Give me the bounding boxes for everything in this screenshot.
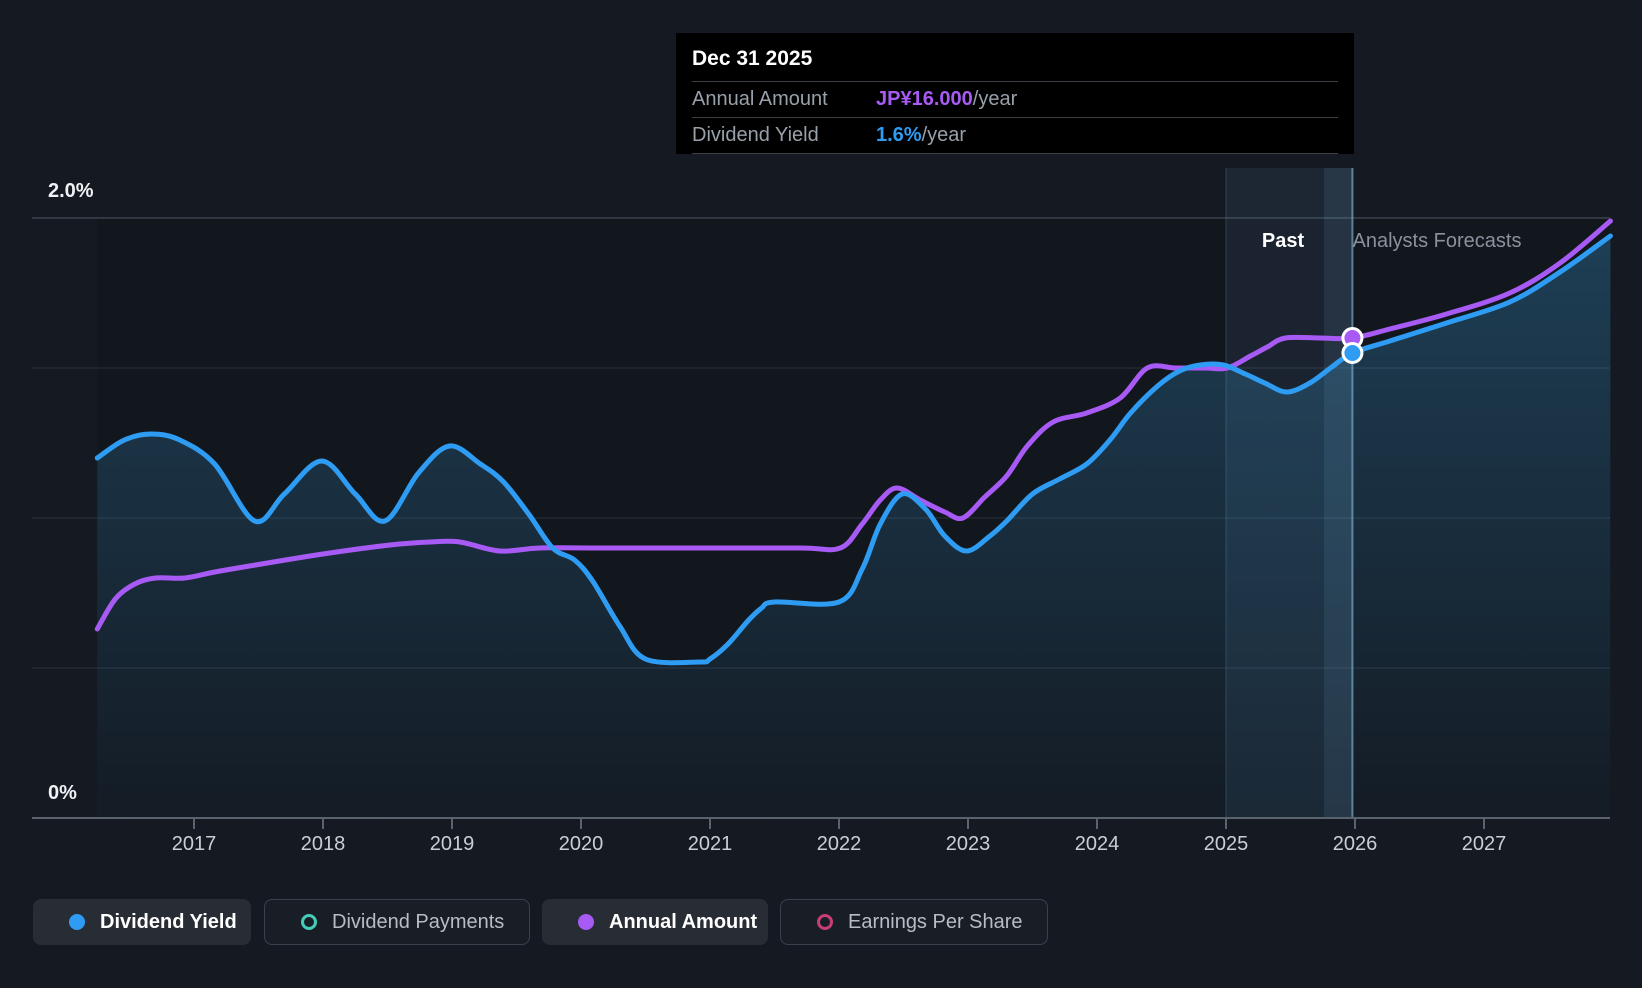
- x-axis-year-label: 2021: [687, 833, 733, 855]
- legend-item-dividend-payments[interactable]: Dividend Payments: [264, 899, 530, 945]
- earnings-per-share-marker-icon: [817, 914, 833, 930]
- tooltip-suffix: /year: [921, 124, 967, 146]
- x-axis-year-label: 2019: [429, 833, 475, 855]
- x-axis-year-label: 2023: [945, 833, 991, 855]
- x-axis-year-label: 2018: [300, 833, 346, 855]
- past-label: Past: [1261, 230, 1305, 252]
- tooltip-row: Dividend Yield 1.6%/year: [692, 118, 1338, 154]
- tooltip-row: Annual Amount JP¥16.000/year: [692, 82, 1338, 118]
- analysts-forecasts-label: Analysts Forecasts: [1352, 230, 1522, 252]
- chart-tooltip: Dec 31 2025 Annual Amount JP¥16.000/year D…: [676, 33, 1354, 154]
- x-axis-year-label: 2017: [171, 833, 217, 855]
- highlight-band-bright: [1324, 168, 1353, 818]
- x-axis-year-label: 2024: [1074, 833, 1120, 855]
- tooltip-value: 1.6%: [876, 124, 922, 146]
- x-axis-year-label: 2026: [1332, 833, 1378, 855]
- y-axis-label-bottom: 0%: [48, 782, 77, 804]
- yield-area-fill: [97, 236, 1611, 818]
- annual-amount-marker-icon: [578, 914, 594, 930]
- marker-dot-dividend-yield[interactable]: [1341, 342, 1364, 364]
- dividend-yield-line: [94, 233, 1613, 666]
- dividend-yield-marker-icon: [69, 914, 85, 930]
- legend-item-label: Dividend Payments: [332, 910, 505, 933]
- x-axis-year-label: 2025: [1203, 833, 1249, 855]
- tooltip-label: Dividend Yield: [692, 124, 819, 146]
- legend-item-dividend-yield[interactable]: Dividend Yield: [33, 899, 251, 945]
- y-axis-label-top: 2.0%: [48, 180, 94, 202]
- legend-item-label: Dividend Yield: [100, 910, 237, 933]
- legend-item-label: Earnings Per Share: [848, 910, 1023, 933]
- x-axis-year-label: 2020: [558, 833, 604, 855]
- legend-item-annual-amount[interactable]: Annual Amount: [542, 899, 768, 945]
- annual-amount-line: [94, 218, 1613, 632]
- highlight-band: [1226, 168, 1353, 818]
- dividend-payments-marker-icon: [301, 914, 317, 930]
- tooltip-label: Annual Amount: [692, 88, 828, 110]
- x-axis-year-label: 2022: [816, 833, 862, 855]
- tooltip-date: Dec 31 2025: [692, 33, 1338, 82]
- legend-item-earnings-per-share[interactable]: Earnings Per Share: [780, 899, 1048, 945]
- x-axis-year-label: 2027: [1461, 833, 1507, 855]
- tooltip-suffix: /year: [972, 88, 1018, 110]
- legend-item-label: Annual Amount: [609, 910, 758, 933]
- tooltip-value: JP¥16.000: [876, 88, 973, 110]
